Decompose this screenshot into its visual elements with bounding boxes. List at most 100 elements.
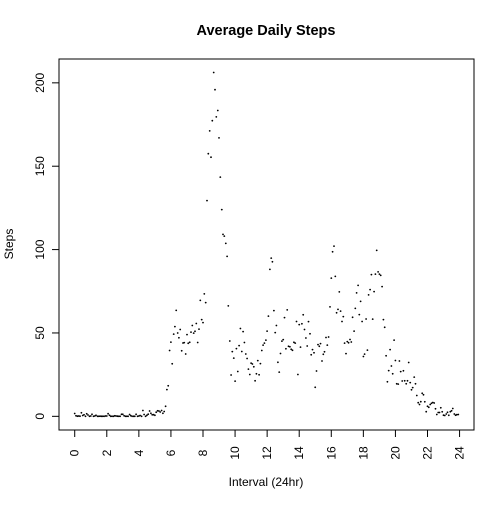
data-point [383, 326, 386, 329]
data-point [178, 336, 180, 339]
x-tick-label: 8 [196, 449, 210, 456]
data-point [127, 415, 129, 418]
data-point [290, 348, 293, 351]
data-point [322, 353, 325, 356]
data-point [326, 344, 329, 346]
y-axis-label: Steps [2, 229, 16, 260]
data-point [85, 412, 88, 415]
data-point [191, 324, 194, 327]
data-point [351, 316, 354, 319]
data-point [309, 332, 311, 335]
data-point [121, 413, 124, 416]
data-point [361, 320, 363, 323]
data-point [119, 415, 121, 418]
data-point [291, 349, 294, 352]
data-point [117, 415, 120, 418]
data-point [317, 343, 319, 346]
data-point [273, 309, 275, 312]
data-point [202, 321, 204, 324]
x-tick-label: 12 [260, 446, 274, 460]
data-point [176, 332, 179, 334]
data-point [407, 361, 410, 364]
data-point [377, 271, 379, 273]
data-point [286, 309, 289, 311]
data-point [457, 413, 460, 416]
data-point [107, 412, 109, 415]
data-point [325, 336, 327, 339]
x-tick-label: 0 [68, 449, 82, 456]
data-point [415, 394, 418, 397]
data-point [246, 357, 249, 360]
data-point [259, 362, 262, 365]
data-point [116, 415, 119, 418]
data-point [187, 342, 190, 345]
data-point [275, 324, 278, 327]
data-point [97, 415, 100, 418]
data-point [445, 413, 448, 415]
data-point [226, 255, 229, 258]
data-point [419, 400, 422, 403]
data-point [198, 328, 200, 330]
data-point [242, 330, 245, 333]
plot-frame [58, 58, 475, 431]
data-point [155, 411, 158, 414]
data-point [425, 410, 428, 413]
data-point [214, 88, 216, 91]
data-point [105, 415, 108, 417]
data-point [151, 413, 154, 416]
data-point [422, 393, 425, 396]
data-point [405, 382, 408, 385]
data-point [180, 349, 183, 352]
data-point [172, 333, 175, 335]
data-point [101, 415, 104, 418]
data-point [164, 405, 167, 408]
data-point [283, 316, 286, 319]
y-tick-label: 150 [33, 156, 47, 176]
data-point [236, 370, 239, 373]
data-point [75, 414, 77, 417]
data-point [443, 414, 446, 417]
data-point [438, 411, 441, 414]
data-point [358, 313, 361, 316]
data-point [203, 293, 206, 295]
data-point [350, 341, 353, 343]
data-point [167, 384, 170, 387]
data-point [315, 370, 318, 372]
x-tick-label: 22 [420, 446, 434, 460]
x-tick-label: 16 [324, 446, 338, 460]
data-point [168, 349, 171, 352]
data-point [427, 406, 430, 409]
data-point [305, 337, 307, 339]
data-point [99, 415, 101, 418]
data-point [262, 344, 264, 346]
data-point [334, 275, 337, 278]
data-point [120, 413, 123, 416]
data-point [192, 332, 195, 334]
data-point [196, 341, 199, 344]
data-point [80, 411, 83, 414]
data-point [382, 318, 385, 321]
data-point [430, 402, 433, 405]
data-point [393, 339, 395, 341]
data-point [306, 345, 309, 347]
x-tick-label: 4 [132, 449, 146, 456]
data-point [310, 353, 313, 356]
data-point [220, 208, 223, 211]
data-point [148, 410, 151, 412]
data-point [91, 413, 93, 416]
data-point [431, 401, 434, 404]
data-point [398, 360, 401, 362]
data-point [150, 412, 152, 415]
data-point [267, 315, 270, 317]
y-tick-label: 200 [33, 73, 47, 93]
data-point [250, 362, 253, 364]
data-point [265, 339, 267, 341]
data-point [341, 320, 343, 323]
data-point [433, 402, 436, 404]
data-point [451, 407, 454, 410]
data-point [224, 242, 227, 245]
data-point [95, 414, 97, 417]
data-point [158, 410, 160, 412]
data-point [87, 414, 89, 416]
